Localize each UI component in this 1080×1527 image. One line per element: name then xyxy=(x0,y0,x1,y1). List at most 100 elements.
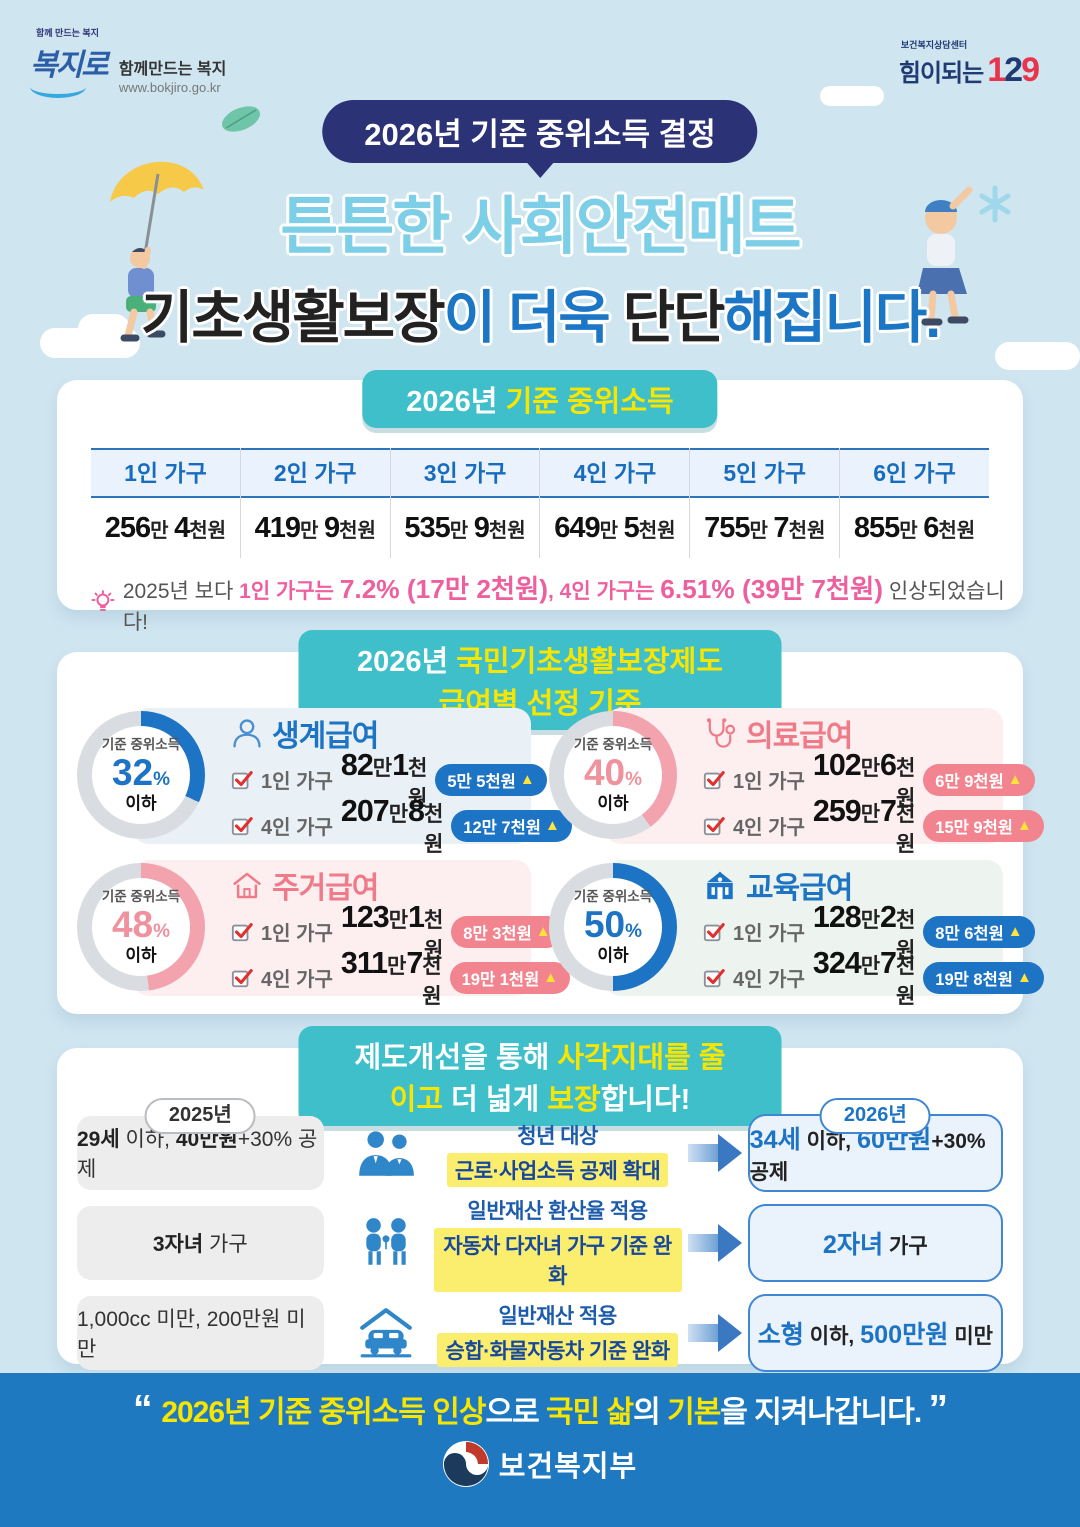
donut-center: 기준 중위소득 40% 이하 xyxy=(564,726,662,824)
benefit-card-housing: 기준 중위소득 48% 이하 주거급여 1인 가구 xyxy=(75,856,571,1008)
donut-center: 기준 중위소득 32% 이하 xyxy=(92,726,190,824)
income-value: 419 만 9 천원 xyxy=(254,511,376,544)
benefit-row: 1인 가구 82 만 1 천원 5만 5천원 ▲ xyxy=(231,748,547,810)
right-arrow-icon xyxy=(686,1224,744,1262)
checkbox-icon xyxy=(231,967,253,989)
income-section-header: 2026년 기준 중위소득 xyxy=(362,370,718,428)
income-value: 755 만 7 천원 xyxy=(704,511,826,544)
benefit-amount: 123 만 1 천원 xyxy=(340,899,444,962)
increase-arrow-icon: ▲ xyxy=(543,969,559,986)
house-icon xyxy=(231,870,263,901)
year-2026-pill: 2026년 xyxy=(819,1098,931,1134)
household-label: 4인 가구 xyxy=(261,817,333,839)
criteria-label: 기준 중위소득 xyxy=(573,889,653,905)
bokjiro-tagline-block: 함께만드는 복지 www.bokjiro.go.kr xyxy=(119,60,227,98)
income-note: 2025년 보다 1인 가구는 7.2% (17만 2천원), 4인 가구는 6… xyxy=(91,568,1023,636)
benefit-row: 1인 가구 123 만 1 천원 8만 3천원 ▲ xyxy=(231,900,563,962)
benefit-title: 주거급여 xyxy=(231,864,527,906)
after-box: 2026년 34세 이하, 60만원+30% 공제 xyxy=(747,1098,1003,1192)
income-column: 1인 가구 256 만 4 천원 xyxy=(91,448,240,558)
benefit-row: 4인 가구 324 만 7 천원 19만 8천원 ▲ xyxy=(703,946,1044,1008)
benefit-content: 의료급여 1인 가구 102 만 6 천원 6만 9천원 ▲ 4인 가구 259 만 7… xyxy=(703,712,1044,856)
car-icon xyxy=(338,1307,434,1359)
bokjiro-name: 복지로 xyxy=(30,49,109,82)
bokjiro-tagline: 함께만드는 복지 xyxy=(118,60,227,78)
criteria-label: 기준 중위소득 xyxy=(101,737,181,753)
before-box: 1,000cc 미만, 200만원 미만 xyxy=(77,1296,324,1370)
benefit-amount: 82 만 1 천원 xyxy=(340,747,428,810)
benefit-amount: 259 만 7 천원 xyxy=(812,793,916,856)
checkbox-icon xyxy=(703,815,725,837)
change-line2: 근로·사업소득 공제 확대 xyxy=(446,1152,669,1187)
benefit-card-education: 기준 중위소득 50% 이하 교육급여 1인 가구 xyxy=(547,856,1044,1008)
increase-badge: 6만 9천원 ▲ xyxy=(923,763,1035,796)
household-label: 1인 가구 xyxy=(261,923,333,945)
increase-badge: 19만 8천원 ▲ xyxy=(923,961,1044,994)
benefit-row: 4인 가구 207 만 8 천원 12만 7천원 ▲ xyxy=(231,794,572,856)
sub-title: 기초생활보장이 더욱 단단해집니다. xyxy=(140,286,941,350)
increase-arrow-icon: ▲ xyxy=(1016,969,1032,986)
percent-value: 40% xyxy=(583,752,643,794)
right-arrow-icon xyxy=(686,1314,744,1352)
benefit-card-medical: 기준 중위소득 40% 이하 의료급여 1인 가구 xyxy=(547,704,1044,856)
improvement-row-children: 3자녀 가구 일반재산 환산율 적용 자동차 다자녀 가구 기준 완화 2자녀 … xyxy=(77,1200,1003,1292)
income-column: 2인 가구 419 만 9 천원 xyxy=(239,448,390,558)
benefit-amount: 324 만 7 천원 xyxy=(812,945,916,1008)
percent-value: 48% xyxy=(111,904,171,946)
increase-arrow-icon: ▲ xyxy=(535,923,551,940)
umbrella-illustration xyxy=(110,161,204,342)
percent-value: 50% xyxy=(583,904,643,946)
household-label: 1인 가구 xyxy=(733,771,805,793)
income-column: 3인 가구 535 만 9 천원 xyxy=(389,448,540,558)
household-size-header: 6인 가구 xyxy=(840,448,989,498)
after-text: 2자녀 가구 xyxy=(822,1231,928,1259)
benefit-amount: 311 만 7 천원 xyxy=(340,945,442,1008)
percent-donut: 기준 중위소득 50% 이하 xyxy=(549,863,677,991)
ministry-name: 보건복지부 xyxy=(498,1451,638,1483)
before-text: 1,000cc 미만, 200만원 미만 xyxy=(77,1308,306,1361)
before-box: 3자녀 가구 xyxy=(77,1206,324,1280)
income-table: 1인 가구 256 만 4 천원 2인 가구 419 만 9 천원 3인 가구 535 만… xyxy=(91,448,989,558)
below-label: 이하 xyxy=(125,945,157,965)
bokjiro-logo: 함께 만드는 복지 복지로 함께만드는 복지 www.bokjiro.go.kr xyxy=(30,26,226,98)
before-text: 3자녀 가구 xyxy=(152,1233,248,1256)
right-arrow-icon xyxy=(686,1134,744,1172)
change-line2: 승합·화물자동차 기준 완화 xyxy=(437,1332,678,1367)
after-box: 소형 이하, 500만원 미만 xyxy=(747,1294,1003,1372)
improvements-section: 제도개선을 통해 사각지대를 줄이고 더 넓게 보장합니다! 2025년 29세… xyxy=(57,1026,1023,1372)
household-size-header: 5인 가구 xyxy=(690,448,840,498)
cloud-shape xyxy=(995,342,1080,370)
benefit-card-livelihood: 기준 중위소득 32% 이하 생계급여 1인 가구 xyxy=(75,704,572,856)
improvement-row-vehicle: 1,000cc 미만, 200만원 미만 일반재산 적용 승합·화물자동차 기준… xyxy=(77,1294,1003,1372)
benefit-amount: 207 만 8 천원 xyxy=(340,793,444,856)
household-label: 4인 가구 xyxy=(261,969,333,991)
benefit-amount: 128 만 2 천원 xyxy=(812,899,916,962)
workers-icon xyxy=(338,1130,434,1176)
increase-badge: 5만 5천원 ▲ xyxy=(435,763,547,796)
income-column: 5인 가구 755 만 7 천원 xyxy=(689,448,840,558)
callcenter-number: 129 xyxy=(987,51,1040,89)
criteria-label: 기준 중위소득 xyxy=(101,889,181,905)
income-column: 4인 가구 649 만 5 천원 xyxy=(539,448,690,558)
income-section: 2026년 기준 중위소득 1인 가구 256 만 4 천원 2인 가구 419 만 … xyxy=(57,370,1023,634)
household-size-header: 2인 가구 xyxy=(240,448,390,498)
stethoscope-icon xyxy=(703,717,737,749)
child-illustration xyxy=(917,186,973,326)
benefits-section: 2026년 국민기초생활보장제도 급여별 선정 기준 기준 중위소득 32% 이… xyxy=(57,630,1044,1014)
before-box: 2025년 29세 이하, 40만원+30% 공제 xyxy=(77,1098,324,1190)
criteria-label: 기준 중위소득 xyxy=(573,737,653,753)
benefits-grid: 기준 중위소득 32% 이하 생계급여 1인 가구 xyxy=(75,704,1044,1008)
change-line1: 일반재산 적용 xyxy=(498,1304,617,1328)
footer-band: “ 2026년 기준 중위소득 인상으로 국민 삶의 기본을 지켜나갑니다. ”… xyxy=(0,1373,1080,1527)
ministry-logo: 보건복지부 xyxy=(0,1441,1080,1487)
improvements-section-header: 제도개선을 통해 사각지대를 줄이고 더 넓게 보장합니다! xyxy=(298,1026,782,1126)
percent-donut: 기준 중위소득 48% 이하 xyxy=(77,863,205,991)
income-column: 6인 가구 855 만 6 천원 xyxy=(839,448,989,558)
checkbox-icon xyxy=(703,967,725,989)
after-text: 소형 이하, 500만원 미만 xyxy=(757,1321,993,1349)
donut-center: 기준 중위소득 50% 이하 xyxy=(564,878,662,976)
below-label: 이하 xyxy=(125,793,157,813)
increase-arrow-icon: ▲ xyxy=(1016,817,1032,834)
below-label: 이하 xyxy=(597,945,629,965)
